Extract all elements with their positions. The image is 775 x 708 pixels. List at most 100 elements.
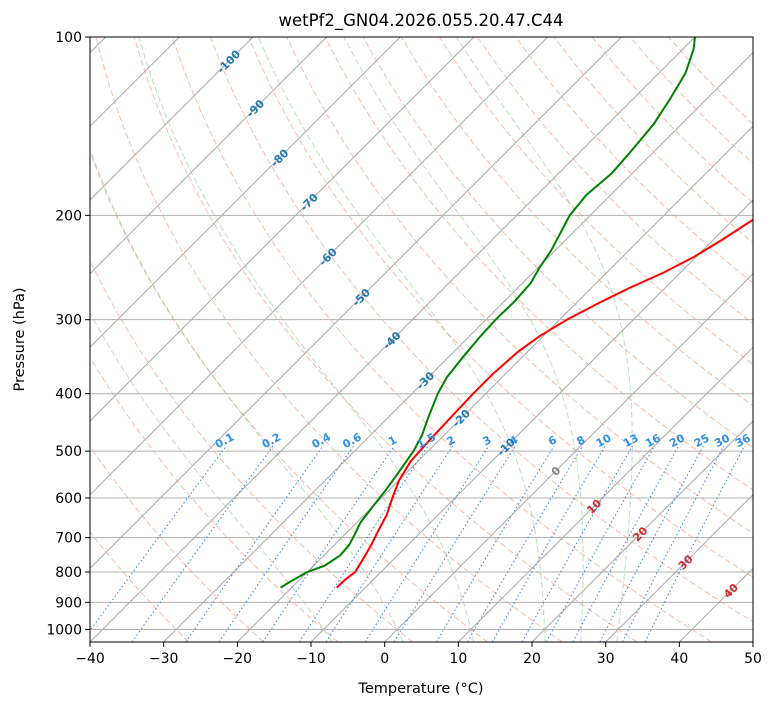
y-tick-label: 200 [55,208,82,224]
isotherm-label: -100 [215,47,244,76]
moist-adiabat-line [90,147,404,642]
dry-adiabat-line [95,37,563,642]
x-tick-label: 0 [380,651,389,667]
mixing-ratio-label: 20 [667,431,687,450]
dry-adiabat-line [90,150,488,642]
isotherm-label: -30 [414,369,437,392]
x-tick-label: −40 [75,651,105,667]
isotherm-label: -50 [350,286,373,309]
plot-frame [89,36,754,643]
dry-adiabat-line [400,37,753,407]
y-tick-label: 900 [55,595,82,611]
y-tick-label: 100 [55,30,82,46]
isotherm-line [90,37,475,422]
mixing-ratio-line [572,445,680,642]
isotherm-line [605,493,753,642]
mixing-ratio-label: 3 [481,433,494,448]
isotherm-line [531,420,753,642]
mixing-ratio-line [644,445,746,642]
mixing-ratio-label: 0.4 [310,430,334,451]
mixing-ratio-line [262,445,395,642]
y-tick-label: 600 [55,491,82,507]
isotherm-line [90,37,622,570]
isotherm-line [163,51,753,642]
moist-adiabat-line [455,37,633,642]
isotherm-line [384,272,753,642]
chart-title: wetPf2_GN04.2026.055.20.47.C44 [279,11,564,31]
isotherm-line [310,199,753,642]
x-tick-label: −20 [223,651,253,667]
mixing-ratio-label: 0.2 [260,431,283,452]
mixing-ratio-line [435,445,555,642]
moist-adiabat-line [138,37,475,642]
x-axis-label: Temperature (°C) [357,681,483,697]
x-tick-label: 10 [449,651,467,667]
isotherm-line [752,641,753,642]
y-tick-label: 400 [55,387,82,403]
mixing-ratio-label: 30 [712,431,732,450]
dry-adiabat-line [553,37,753,244]
isotherm-label: 10 [584,497,604,517]
x-tick-label: −30 [149,651,179,667]
mixing-ratio-label: 10 [594,431,614,450]
moist-adiabat-line [343,37,584,642]
mixing-ratio-line [185,445,324,642]
dry-adiabat-line [90,531,190,642]
isotherm-label: 0 [549,464,564,479]
dry-adiabat-line [591,37,753,204]
isotherm-label: -70 [298,191,321,214]
mixing-ratio-label: 16 [643,431,663,450]
x-tick-label: 20 [523,651,541,667]
dry-adiabat-line [210,37,753,623]
mixing-ratio-label: 1 [386,433,399,448]
mixing-ratio-label: 25 [692,431,712,450]
y-axis-label: Pressure (hPa) [12,287,28,391]
mixing-ratio-label: 6 [546,433,559,448]
dry-adiabat-line [515,37,753,284]
mixing-ratio-line [467,445,584,642]
isotherm-line [457,346,753,642]
mixing-ratio-line [364,445,490,642]
x-tick-label: 50 [744,651,762,667]
axes: −40 −30 −20 −10 0 10 20 30 40 5010020030040050060… [46,30,762,667]
mixing-ratio-line [298,445,429,642]
mixing-ratio-line [325,445,454,642]
isotherm-label: 40 [721,581,741,601]
isotherm-line [236,125,753,642]
dry-adiabat-line [90,259,414,642]
background-lines [90,37,753,642]
isotherm-line [90,37,328,275]
y-tick-label: 700 [55,531,82,547]
dry-adiabat-line [439,37,753,366]
mixing-ratio-line [545,445,656,642]
dry-adiabat-line [668,37,753,125]
dry-adiabat-line [90,445,264,642]
mixing-ratio-line [521,445,633,642]
isotherm-line [678,567,753,642]
mixing-ratio-label: 2 [445,433,458,448]
mixing-ratio-line [90,445,227,632]
mixing-ratio-line [131,445,274,642]
isotherm-label: -80 [268,146,291,169]
x-tick-label: −10 [296,651,326,667]
mixing-ratio-line [393,445,516,642]
mixing-ratio-line [621,445,725,642]
dry-adiabat-line [133,37,638,642]
isotherm-line [90,37,401,349]
y-tick-label: 800 [55,565,82,581]
temperature-profile-line [335,218,753,589]
mixing-ratio-line [218,445,355,642]
isotherm-line [90,37,549,496]
y-tick-label: 300 [55,313,82,329]
dry-adiabat-line [248,37,753,578]
line-labels: 0.1 0.2 0.4 0.6 1 1.5 2 3 4 6 8 10 13 16 20 25 30 36-100-… [213,47,753,601]
isotherm-line [90,37,254,201]
mixing-ratio-label: 0.1 [213,430,236,451]
y-tick-label: 1000 [46,622,82,638]
data-series [280,37,753,589]
y-tick-label: 500 [55,444,82,460]
isotherm-line [90,37,696,642]
mixing-ratio-label: 36 [733,431,753,450]
mixing-ratio-line [599,445,704,642]
